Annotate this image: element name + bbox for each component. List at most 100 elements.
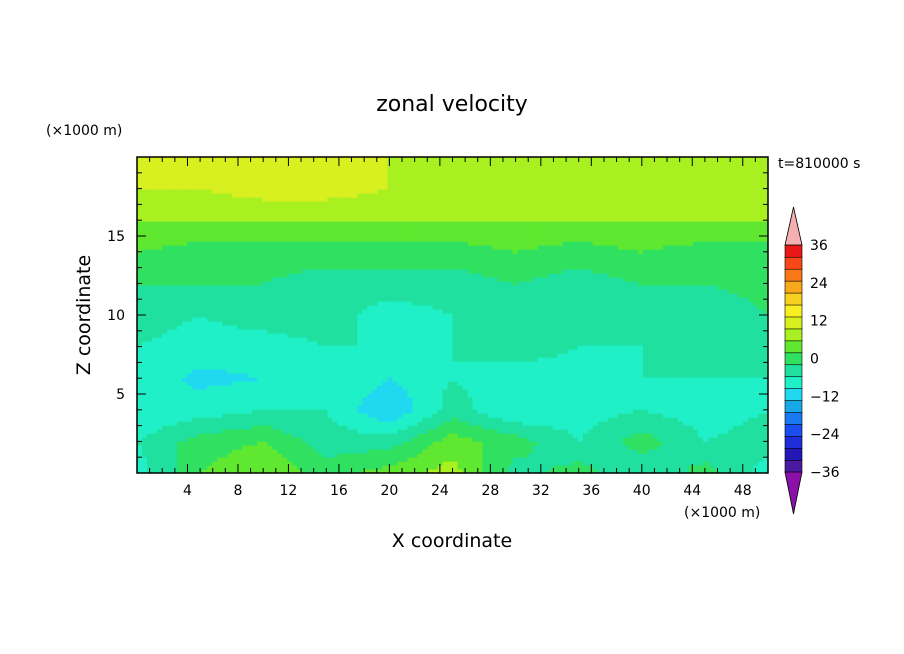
field-cell — [762, 361, 768, 366]
field-cell — [137, 385, 143, 390]
field-cell — [572, 317, 579, 322]
field-cell — [442, 385, 449, 390]
field-cell — [197, 465, 203, 470]
field-cell — [522, 393, 529, 398]
field-cell — [262, 441, 268, 446]
field-cell — [637, 393, 644, 398]
field-cell — [257, 369, 263, 374]
field-cell — [432, 461, 439, 466]
field-cell — [552, 413, 559, 418]
field-cell — [377, 333, 383, 338]
field-cell — [562, 465, 569, 470]
field-cell — [652, 389, 659, 394]
field-cell — [482, 313, 489, 318]
field-cell — [712, 405, 719, 410]
field-cell — [722, 373, 729, 378]
field-cell — [362, 325, 368, 330]
field-cell — [597, 377, 604, 382]
field-cell — [547, 373, 554, 378]
field-cell — [372, 321, 378, 326]
field-cell — [727, 433, 734, 438]
field-cell — [382, 353, 388, 358]
field-cell — [552, 405, 559, 410]
field-cell — [442, 349, 449, 354]
field-cell — [162, 317, 168, 322]
field-cell — [717, 433, 724, 438]
field-cell — [692, 345, 699, 350]
field-cell — [407, 397, 414, 402]
field-cell — [577, 321, 584, 326]
field-cell — [607, 389, 614, 394]
field-cell — [462, 353, 469, 358]
field-cell — [617, 469, 624, 473]
field-cell — [337, 321, 343, 326]
field-cell — [432, 317, 439, 322]
field-cell — [202, 369, 208, 374]
field-cell — [427, 325, 434, 330]
field-cell — [722, 365, 729, 370]
field-cell — [672, 389, 679, 394]
field-cell — [202, 425, 208, 430]
field-cell — [612, 353, 619, 358]
field-cell — [162, 413, 168, 418]
field-cell — [257, 341, 263, 346]
field-cell — [317, 461, 323, 466]
field-cell — [487, 317, 494, 322]
field-cell — [717, 461, 724, 466]
field-cell — [722, 449, 729, 454]
field-cell — [707, 425, 714, 430]
field-cell — [532, 453, 539, 458]
field-cell — [227, 369, 233, 374]
field-cell — [677, 425, 684, 430]
field-cell — [377, 389, 383, 394]
field-cell — [142, 409, 148, 414]
field-cell — [337, 421, 343, 426]
field-cell — [642, 325, 649, 330]
field-cell — [512, 337, 519, 342]
field-cell — [517, 337, 524, 342]
field-cell — [297, 409, 303, 414]
field-cell — [512, 373, 519, 378]
field-cell — [552, 469, 559, 473]
field-cell — [272, 373, 278, 378]
field-cell — [257, 417, 263, 422]
field-cell — [462, 313, 469, 318]
field-cell — [172, 429, 178, 434]
field-cell — [407, 341, 414, 346]
field-cell — [562, 365, 569, 370]
field-cell — [637, 405, 644, 410]
field-cell — [147, 389, 153, 394]
field-cell — [157, 341, 163, 346]
field-cell — [182, 353, 188, 358]
field-cell — [152, 337, 158, 342]
field-cell — [197, 453, 203, 458]
field-cell — [762, 337, 768, 342]
field-cell — [497, 369, 504, 374]
field-cell — [162, 469, 168, 473]
field-cell — [632, 445, 639, 450]
field-cell — [362, 453, 368, 458]
field-cell — [222, 369, 228, 374]
field-cell — [537, 317, 544, 322]
field-cell — [652, 381, 659, 386]
field-cell — [337, 409, 343, 414]
field-cell — [452, 337, 459, 342]
field-cell — [452, 445, 459, 450]
field-cell — [277, 401, 283, 406]
field-cell — [597, 345, 604, 350]
field-cell — [677, 429, 684, 434]
field-cell — [412, 469, 419, 473]
field-cell — [592, 373, 599, 378]
field-cell — [212, 437, 218, 442]
field-cell — [207, 349, 213, 354]
field-cell — [202, 389, 208, 394]
field-cell — [572, 453, 579, 458]
field-cell — [272, 369, 278, 374]
field-cell — [307, 389, 313, 394]
field-cell — [147, 461, 153, 466]
field-cell — [632, 433, 639, 438]
field-cell — [742, 381, 749, 386]
field-cell — [447, 313, 454, 318]
field-cell — [387, 329, 394, 334]
field-cell — [742, 449, 749, 454]
